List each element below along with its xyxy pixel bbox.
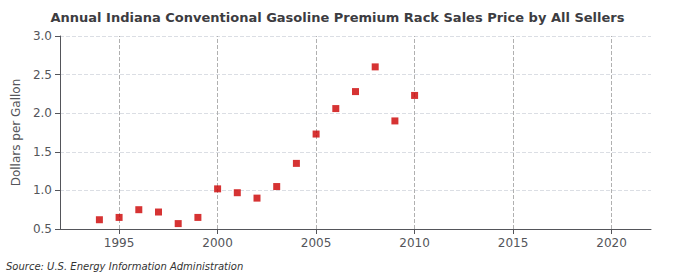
svg-text:Dollars per Gallon: Dollars per Gallon [9,79,23,187]
svg-text:1995: 1995 [104,236,135,250]
svg-text:2005: 2005 [301,236,332,250]
svg-text:2.5: 2.5 [33,68,52,82]
svg-text:3.0: 3.0 [33,29,52,43]
svg-text:Source: U.S. Energy Informatio: Source: U.S. Energy Information Administ… [6,261,243,272]
svg-text:2020: 2020 [596,236,627,250]
svg-text:2015: 2015 [498,236,529,250]
svg-text:1.0: 1.0 [33,183,52,197]
svg-text:2.0: 2.0 [33,106,52,120]
svg-text:1.5: 1.5 [33,145,52,159]
svg-text:2010: 2010 [399,236,430,250]
svg-text:2000: 2000 [202,236,233,250]
svg-text:Annual Indiana Conventional Ga: Annual Indiana Conventional Gasoline Pre… [51,10,625,25]
svg-text:0.5: 0.5 [33,222,52,236]
